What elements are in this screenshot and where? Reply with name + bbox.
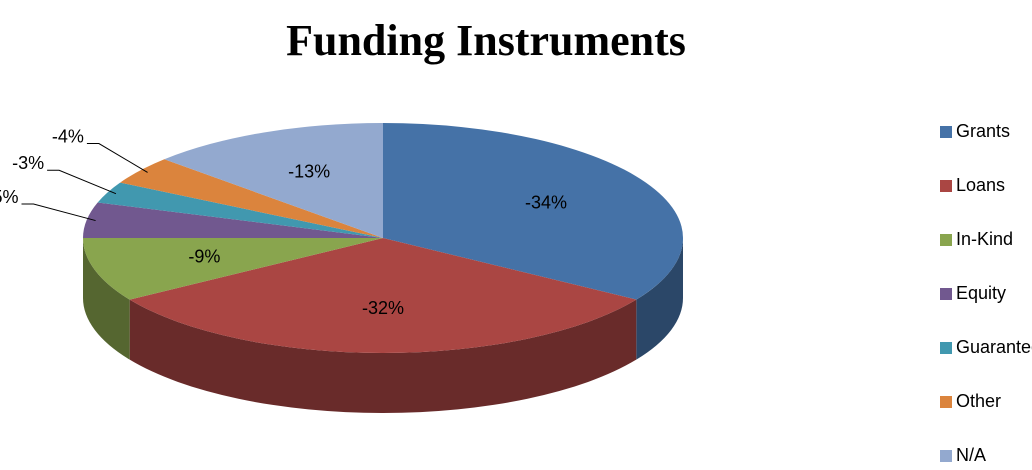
legend-swatch xyxy=(940,342,952,354)
data-label: -3% xyxy=(12,153,44,173)
data-label: -32% xyxy=(362,298,404,318)
legend-label: Guarantees xyxy=(956,337,1032,357)
slice xyxy=(120,159,383,238)
data-label: -9% xyxy=(188,247,220,267)
legend-label: N/A xyxy=(956,445,986,465)
slice xyxy=(383,123,683,300)
data-label: -4% xyxy=(52,126,84,146)
chart-title: Funding Instruments xyxy=(286,16,686,65)
data-label: -34% xyxy=(525,192,567,212)
slice xyxy=(164,123,383,238)
legend-swatch xyxy=(940,450,952,462)
slice xyxy=(83,238,383,300)
legend-label: In-Kind xyxy=(956,229,1013,249)
data-label: -13% xyxy=(288,161,330,181)
leader-line xyxy=(21,203,96,222)
legend-swatch xyxy=(940,288,952,300)
legend-swatch xyxy=(940,180,952,192)
legend-label: Other xyxy=(956,391,1001,411)
leader-line xyxy=(86,143,148,173)
slice-side xyxy=(636,238,683,360)
slice xyxy=(129,238,637,354)
slice xyxy=(97,182,383,238)
legend-swatch xyxy=(940,396,952,408)
legend-label: Grants xyxy=(956,121,1010,141)
slice xyxy=(83,202,383,238)
legend-label: Equity xyxy=(956,283,1006,303)
legend-swatch xyxy=(940,234,952,246)
slice-side xyxy=(83,238,130,360)
data-label: -5% xyxy=(0,187,19,207)
slice-side xyxy=(129,299,637,414)
legend-swatch xyxy=(940,126,952,138)
legend-label: Loans xyxy=(956,175,1005,195)
leader-line xyxy=(47,169,117,195)
